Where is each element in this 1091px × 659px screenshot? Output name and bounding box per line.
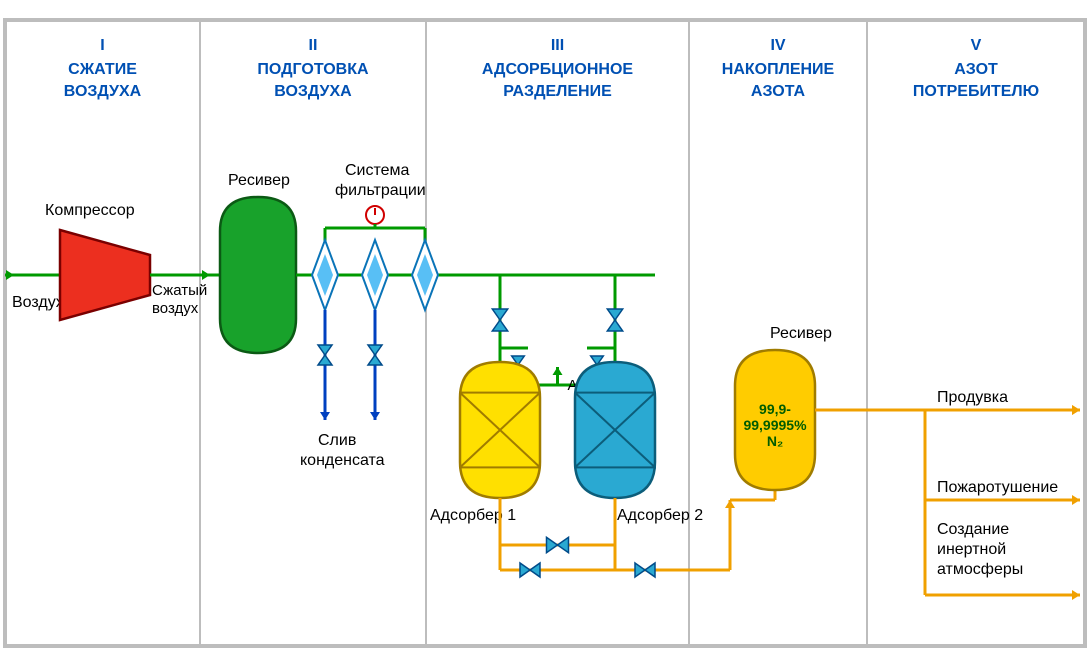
compressor-icon [60,230,150,320]
label-drain-2: конденсата [300,452,385,469]
valve-icon [607,309,622,331]
output-label-2: инертной [937,541,1006,558]
stage-title-2: ВОЗДУХА [274,83,352,100]
frame [5,20,1085,646]
label-adsorber-1: Адсорбер 1 [430,507,516,524]
stage-header-2: II ПОДГОТОВКА ВОЗДУХА [257,37,369,100]
label-filter-2: фильтрации [335,182,426,199]
stage-title-1: ПОДГОТОВКА [257,61,369,78]
label-compressor: Компрессор [45,202,135,219]
valve-icon [368,345,382,365]
stage-title-1: АДСОРБЦИОННОЕ [482,61,634,78]
stage-roman: III [551,37,564,54]
valve-icon [492,309,507,331]
arrowhead [6,270,14,280]
label-adsorber-2: Адсорбер 2 [617,507,703,524]
label-purity-1: 99,9- [759,401,791,417]
label-purity-2: 99,9995% [743,417,807,433]
label-compressed-2: воздух [152,300,199,317]
arrowhead [370,412,380,420]
label-filter-1: Система [345,162,410,179]
label-receiver-1: Ресивер [228,172,290,189]
arrowhead [1072,590,1080,600]
label-receiver-2: Ресивер [770,325,832,342]
stage-title-2: АЗОТА [751,83,806,100]
output-label: Продувка [937,389,1008,406]
stage-title-1: АЗОТ [954,61,998,78]
stage-header-1: I СЖАТИЕ ВОЗДУХА [64,37,142,100]
valve-icon [547,537,569,552]
output-label-3: атмосферы [937,561,1023,578]
vessel [575,362,655,498]
output-label: Создание [937,521,1009,538]
valve-icon [520,563,540,577]
valve-icon [635,563,655,577]
stage-roman: I [100,37,104,54]
stage-title-2: ПОТРЕБИТЕЛЮ [913,83,1039,100]
stage-title-1: НАКОПЛЕНИЕ [722,61,835,78]
label-drain-1: Слив [318,432,356,449]
stage-header-3: III АДСОРБЦИОННОЕ РАЗДЕЛЕНИЕ [482,37,634,100]
stage-roman: V [971,37,982,54]
arrowhead [553,367,563,375]
arrowhead [202,270,210,280]
stage-roman: IV [770,37,785,54]
vessel [460,362,540,498]
label-compressed-1: Сжатый [152,282,207,299]
arrowhead [320,412,330,420]
stage-title-1: СЖАТИЕ [68,61,137,78]
label-air-in: Воздух [12,294,64,311]
stage-header-4: IV НАКОПЛЕНИЕ АЗОТА [722,37,835,100]
stage-title-2: ВОЗДУХА [64,83,142,100]
stage-title-2: РАЗДЕЛЕНИЕ [503,83,612,100]
label-purity-3: N₂ [767,433,783,449]
arrowhead [1072,495,1080,505]
output-label: Пожаротушение [937,479,1058,496]
stage-roman: II [309,37,318,54]
vessel [220,197,296,353]
valve-icon [318,345,332,365]
stage-header-5: V АЗОТ ПОТРЕБИТЕЛЮ [913,37,1039,100]
